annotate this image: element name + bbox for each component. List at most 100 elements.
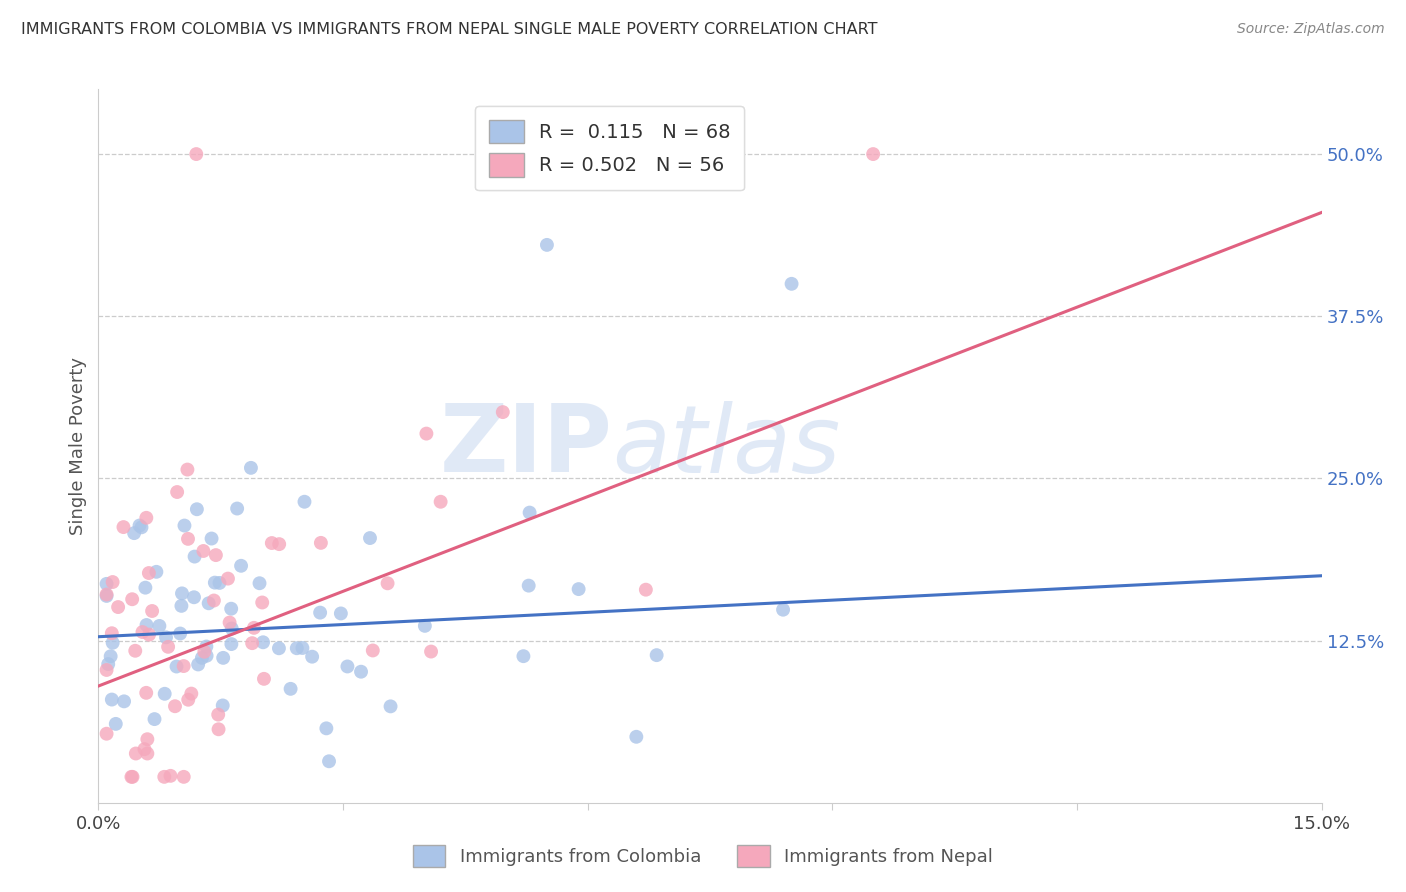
Point: [415, 426, 437, 441]
Point: [193, 544, 215, 558]
Point: [280, 681, 302, 696]
Point: [177, 532, 200, 546]
Point: [380, 699, 402, 714]
Point: [221, 622, 243, 636]
Point: [104, 717, 127, 731]
Point: [626, 730, 648, 744]
Point: [159, 769, 181, 783]
Point: [145, 565, 167, 579]
Point: [221, 637, 243, 651]
Point: [309, 606, 332, 620]
Point: [634, 582, 657, 597]
Point: [229, 558, 252, 573]
Point: [197, 596, 219, 610]
Legend: R =  0.115   N = 68, R = 0.502   N = 56: R = 0.115 N = 68, R = 0.502 N = 56: [475, 106, 744, 191]
Point: [517, 579, 540, 593]
Point: [131, 625, 153, 640]
Point: [260, 536, 283, 550]
Point: [420, 644, 443, 658]
Point: [207, 723, 229, 737]
Point: [136, 747, 159, 761]
Point: [361, 643, 384, 657]
Point: [143, 712, 166, 726]
Point: [202, 593, 225, 607]
Point: [429, 495, 451, 509]
Point: [100, 649, 122, 664]
Point: [121, 770, 143, 784]
Point: [136, 732, 159, 747]
Point: [285, 641, 308, 656]
Point: [148, 619, 170, 633]
Point: [336, 659, 359, 673]
Point: [155, 631, 177, 645]
Point: [519, 506, 541, 520]
Point: [186, 502, 208, 516]
Point: [212, 651, 235, 665]
Point: [267, 641, 290, 656]
Point: [170, 586, 193, 600]
Point: [377, 576, 399, 591]
Point: [138, 566, 160, 580]
Point: [309, 536, 332, 550]
Point: [240, 636, 263, 650]
Point: [249, 576, 271, 591]
Point: [170, 599, 193, 613]
Point: [195, 648, 218, 663]
Point: [96, 577, 118, 591]
Point: [120, 770, 142, 784]
Point: [329, 607, 352, 621]
Point: [239, 460, 262, 475]
Point: [124, 644, 146, 658]
Point: [207, 707, 229, 722]
Point: [219, 601, 242, 615]
Point: [269, 537, 291, 551]
Point: [134, 742, 156, 756]
Point: [187, 657, 209, 672]
Point: [96, 663, 118, 677]
Point: [294, 494, 316, 508]
Point: [121, 592, 143, 607]
Point: [183, 549, 205, 564]
Point: [101, 692, 124, 706]
Point: [96, 589, 118, 603]
Point: [153, 770, 176, 784]
Point: [107, 600, 129, 615]
Point: [253, 672, 276, 686]
Point: [645, 648, 668, 662]
Point: [112, 520, 135, 534]
Point: [169, 626, 191, 640]
Point: [135, 618, 157, 632]
Point: [204, 575, 226, 590]
Point: [96, 727, 118, 741]
Point: [291, 640, 314, 655]
Point: [252, 595, 274, 609]
Point: [138, 627, 160, 641]
Point: [96, 587, 118, 601]
Point: [128, 518, 150, 533]
Text: IMMIGRANTS FROM COLOMBIA VS IMMIGRANTS FROM NEPAL SINGLE MALE POVERTY CORRELATIO: IMMIGRANTS FROM COLOMBIA VS IMMIGRANTS F…: [21, 22, 877, 37]
Point: [315, 722, 337, 736]
Text: atlas: atlas: [612, 401, 841, 491]
Point: [131, 520, 153, 534]
Point: [122, 526, 145, 541]
Point: [413, 619, 436, 633]
Point: [135, 511, 157, 525]
Point: [173, 770, 195, 784]
Point: [125, 747, 148, 761]
Point: [173, 518, 195, 533]
Point: [205, 548, 228, 562]
Point: [780, 277, 803, 291]
Point: [226, 501, 249, 516]
Point: [862, 147, 884, 161]
Point: [512, 649, 534, 664]
Point: [217, 572, 239, 586]
Point: [191, 651, 214, 665]
Point: [135, 686, 157, 700]
Point: [101, 626, 124, 640]
Point: [180, 687, 202, 701]
Point: [772, 603, 794, 617]
Point: [218, 615, 240, 630]
Point: [177, 692, 200, 706]
Point: [243, 621, 266, 635]
Point: [318, 754, 340, 768]
